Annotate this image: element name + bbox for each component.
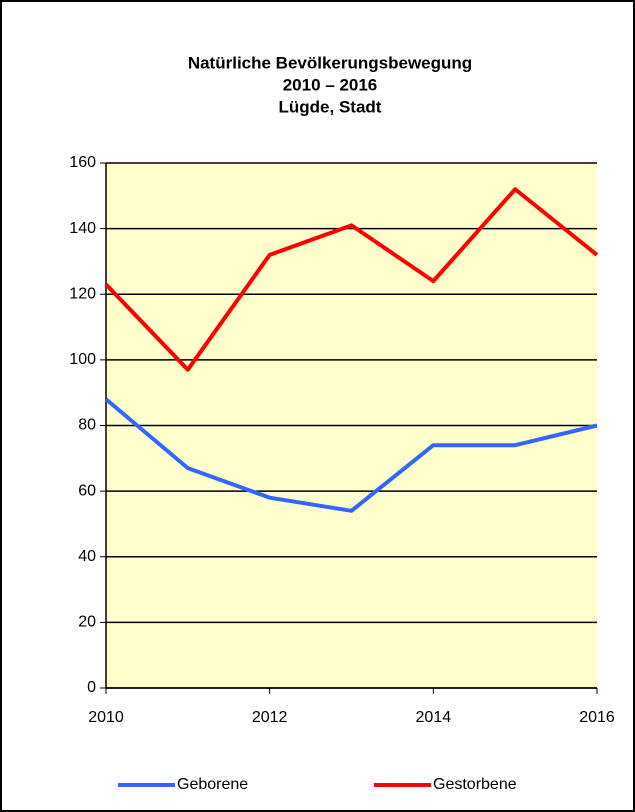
legend-label: Geborene [177,776,248,793]
series-line [104,397,598,513]
y-tick-label: 80 [78,417,96,434]
y-tick-label: 140 [69,220,96,237]
y-tick-label: 40 [78,548,96,565]
y-tick-label: 160 [69,154,96,171]
x-tick-label: 2016 [579,709,615,726]
legend-label: Gestorbene [433,776,517,793]
x-tick-label: 2014 [416,709,452,726]
y-tick-label: 0 [87,679,96,696]
y-tick-label: 120 [69,285,96,302]
x-tick-label: 2012 [252,709,288,726]
x-tick-label: 2010 [88,709,124,726]
chart-title: Lügde, Stadt [279,97,382,116]
y-tick-label: 100 [69,351,96,368]
chart-title: Natürliche Bevölkerungsbewegung [188,53,472,72]
series-line [104,187,599,372]
y-tick-label: 60 [78,482,96,499]
chart-title: 2010 – 2016 [283,75,378,94]
y-tick-label: 20 [78,614,96,631]
